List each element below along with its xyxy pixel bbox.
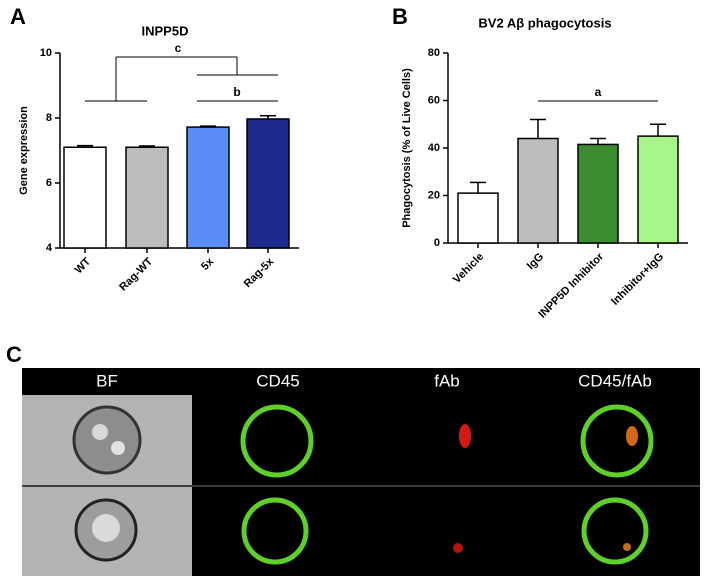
y-tick-label: 0 — [434, 237, 440, 249]
bar — [457, 192, 499, 244]
annotation: a — [595, 85, 602, 99]
panel-label: C — [6, 342, 22, 367]
x-tick-label: Rag-5x — [242, 255, 277, 290]
annotation: b — [233, 85, 240, 99]
y-tick-label: 8 — [46, 112, 52, 124]
bar — [186, 126, 230, 249]
y-tick-label: 80 — [428, 47, 440, 59]
column-header: CD45/fAb — [578, 371, 652, 390]
bar — [577, 143, 619, 244]
bar — [125, 146, 169, 249]
y-axis-label: Gene expression — [18, 106, 30, 195]
cell-bf — [72, 405, 142, 562]
y-axis-label: Phagocytosis (% of Live Cells) — [401, 68, 413, 228]
panel-label: B — [392, 4, 408, 29]
cell-fab — [453, 424, 638, 553]
y-tick-label: 4 — [46, 242, 53, 254]
x-tick-label: Rag-WT — [117, 255, 155, 293]
chart-title: BV2 Aβ phagocytosis — [478, 15, 611, 30]
column-header: BF — [96, 371, 118, 390]
x-tick-label: Inhibitor+IgG — [609, 251, 666, 308]
bar — [63, 146, 107, 249]
column-header: fAb — [434, 371, 460, 390]
significance-brackets — [85, 56, 658, 102]
y-tick-label: 6 — [46, 177, 52, 189]
y-tick-label: 10 — [40, 47, 52, 59]
y-tick-label: 60 — [428, 94, 440, 106]
x-tick-label: IgG — [525, 251, 546, 272]
annotation: c — [175, 41, 182, 55]
x-tick-label: 5x — [199, 255, 217, 273]
x-tick-label: WT — [73, 255, 94, 276]
bar — [637, 135, 679, 244]
chart-title: INPP5D — [142, 23, 189, 38]
panel-label: A — [10, 4, 26, 29]
imaging-panel — [22, 368, 700, 576]
bar — [246, 118, 290, 249]
column-header: CD45 — [256, 371, 299, 390]
x-tick-label: INPP5D Inhibitor — [536, 250, 606, 320]
x-tick-label: Vehicle — [451, 251, 486, 286]
y-tick-label: 20 — [428, 189, 440, 201]
bar — [517, 137, 559, 244]
cell-cd45 — [240, 404, 654, 565]
y-tick-label: 40 — [428, 142, 440, 154]
